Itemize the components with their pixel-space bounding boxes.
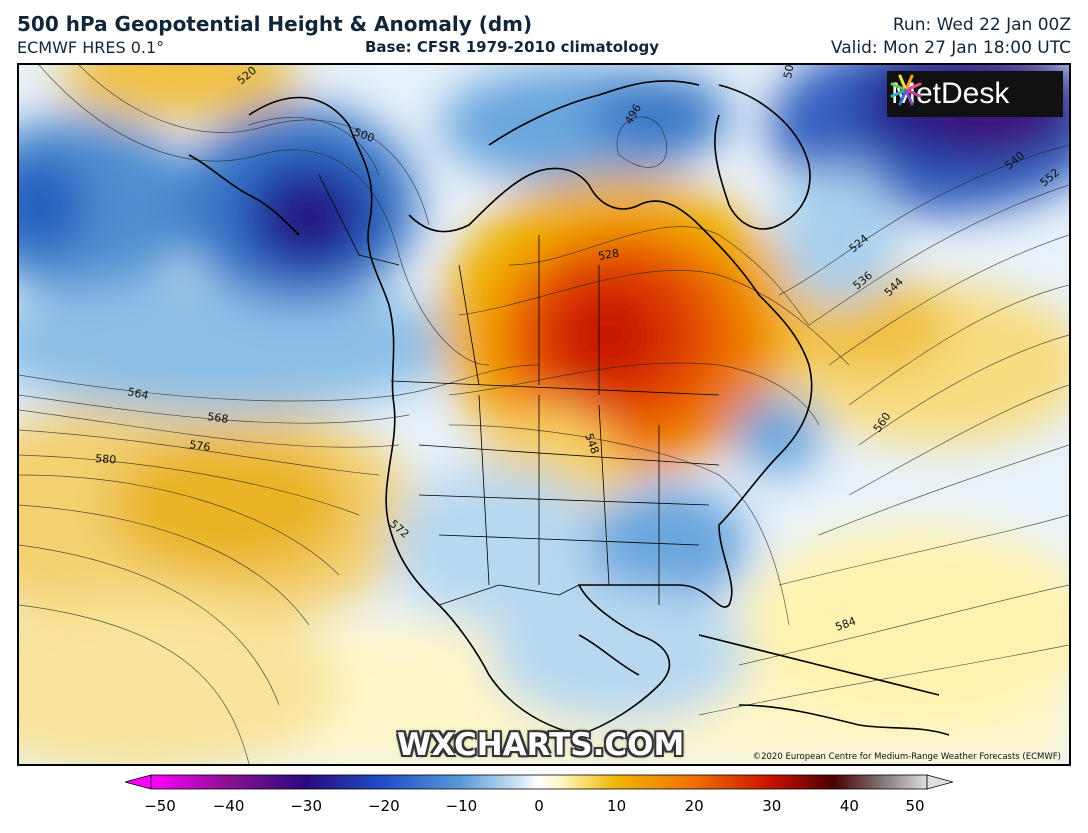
colorbar-tick-label: 20 — [684, 797, 704, 815]
anomaly-map: 520 500 496 504 524 536 540 544 552 560 … — [19, 65, 1069, 764]
colorbar — [123, 774, 955, 790]
colorbar-tick-label: 50 — [905, 797, 925, 815]
climatology-base-label: Base: CFSR 1979-2010 climatology — [365, 38, 660, 56]
copyright-notice: ©2020 European Centre for Medium-Range W… — [752, 752, 1061, 762]
colorbar-tick-label: −10 — [445, 797, 478, 815]
contour-label: 504 — [781, 65, 797, 80]
colorbar-tick-label: −40 — [212, 797, 245, 815]
contour-label: 576 — [189, 438, 212, 454]
run-time-label: Run: Wed 22 Jan 00Z — [892, 15, 1071, 35]
colorbar-tick-label: 10 — [607, 797, 627, 815]
map-panel[interactable]: 520 500 496 504 524 536 540 544 552 560 … — [17, 63, 1071, 766]
colorbar-ramp — [150, 774, 928, 790]
colorbar-tick-label: 0 — [534, 797, 544, 815]
coastlines — [188, 80, 950, 736]
contour-label: 568 — [207, 410, 230, 426]
borders — [318, 174, 720, 606]
valid-time-label: Valid: Mon 27 Jan 18:00 UTC — [830, 38, 1071, 58]
height-contours — [19, 65, 1069, 764]
contour-label: 580 — [95, 452, 117, 466]
colorbar-tick-label: −50 — [144, 797, 176, 815]
colorbar-graphic — [123, 774, 955, 790]
chart-title: 500 hPa Geopotential Height & Anomaly (d… — [17, 12, 533, 36]
colorbar-min-extend — [123, 774, 152, 790]
wxcharts-watermark: WXCHARTS.COM — [397, 727, 685, 763]
pinwheel-logo-icon — [890, 74, 922, 106]
colorbar-max-extend — [926, 774, 955, 790]
contour-label: 528 — [597, 247, 620, 263]
colorbar-tick-label: 30 — [762, 797, 782, 815]
metdesk-logo: MetDesk — [887, 71, 1063, 117]
colorbar-tick-label: 40 — [839, 797, 859, 815]
colorbar-tick-label: −30 — [290, 797, 323, 815]
model-label: ECMWF HRES 0.1° — [17, 38, 165, 57]
colorbar-tick-label: −20 — [367, 797, 400, 815]
contour-label: 564 — [126, 385, 149, 402]
